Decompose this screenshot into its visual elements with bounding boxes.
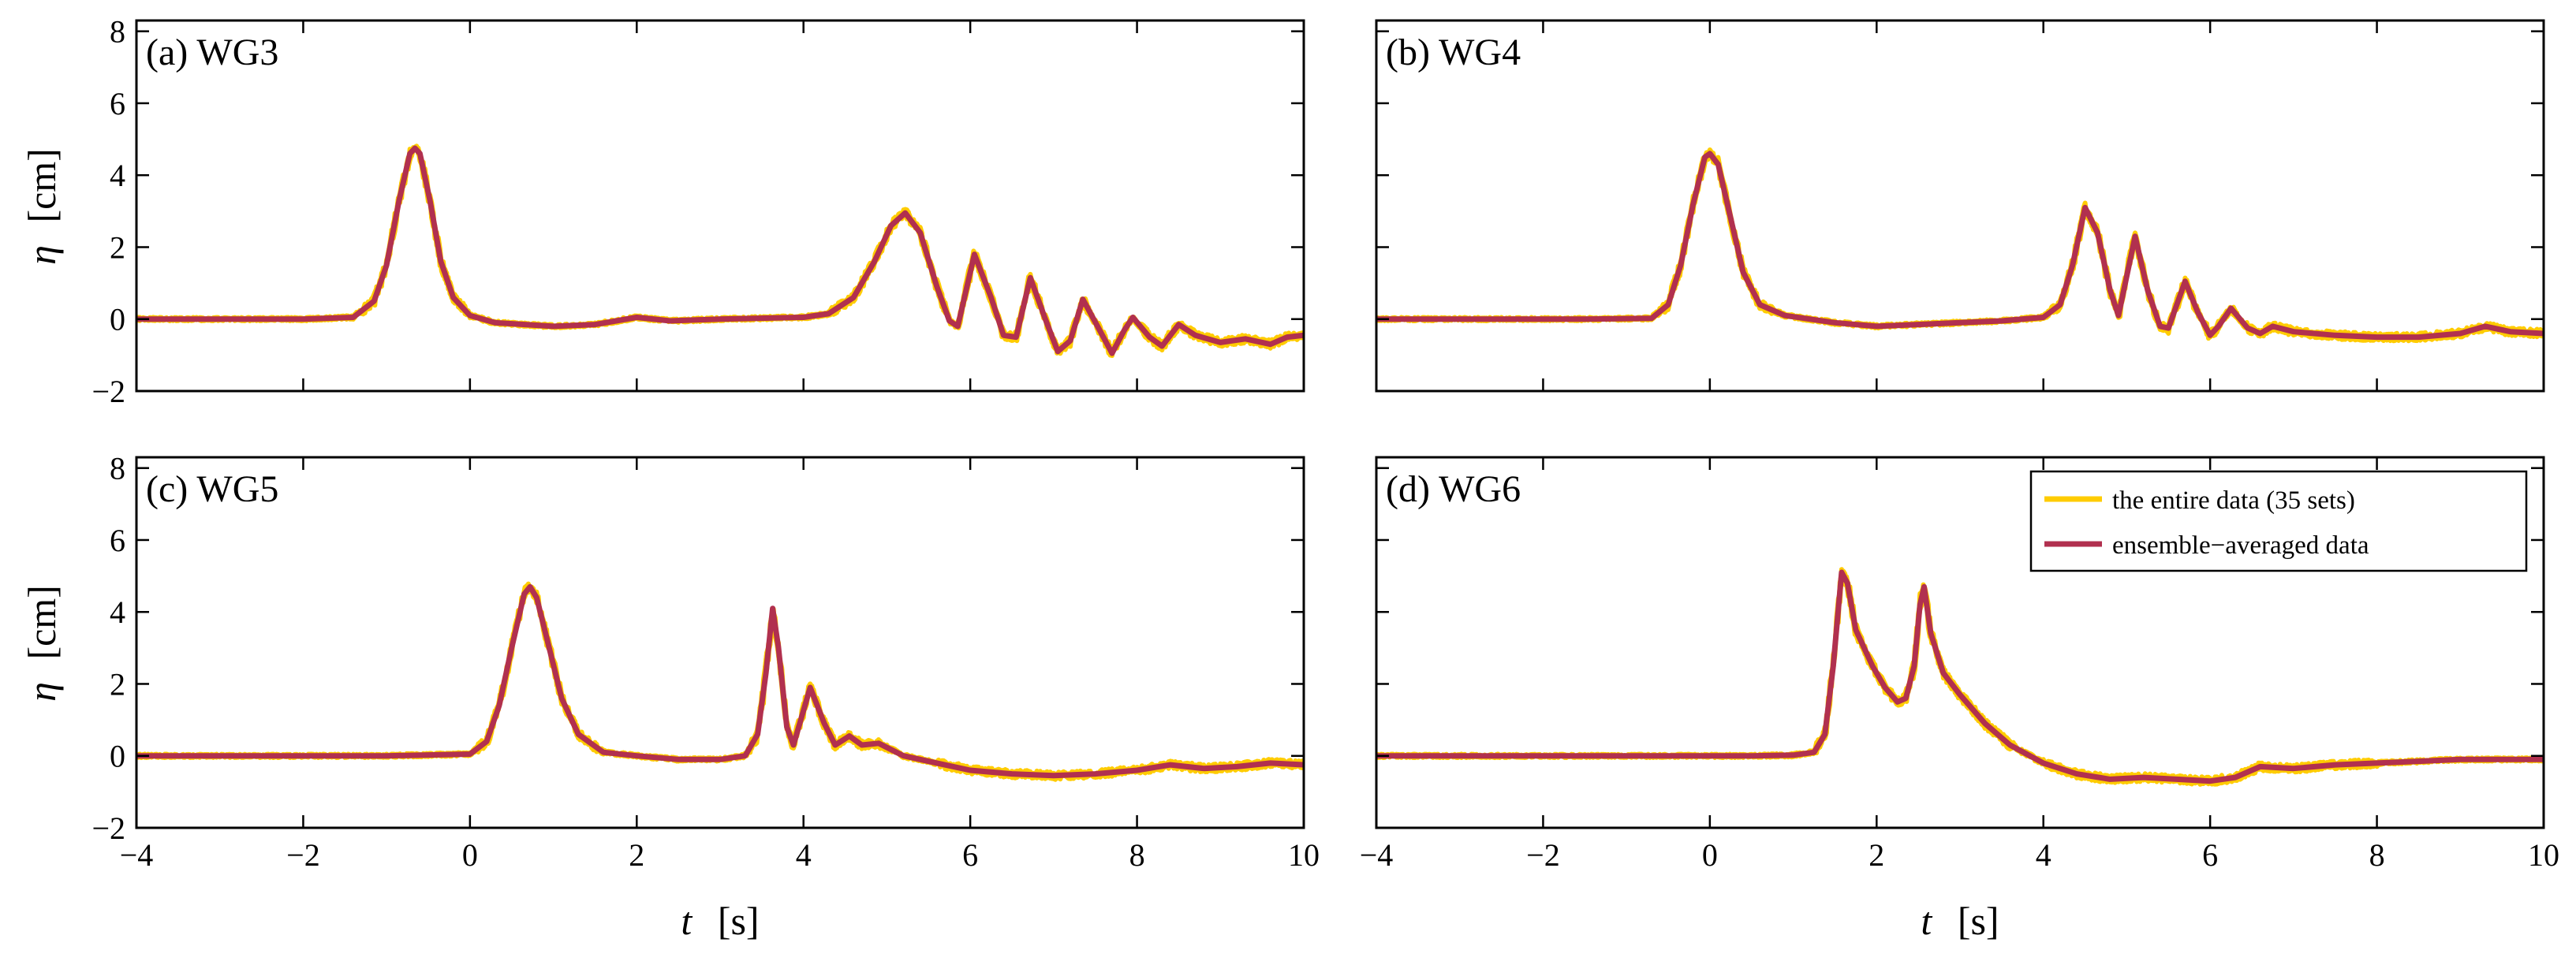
y-axis-unit: [cm]: [20, 585, 64, 659]
series-entire-b-trace-0: [1376, 147, 2544, 343]
series-entire-b-trace-1: [1376, 150, 2544, 344]
panel-b-frame: [1375, 19, 2545, 393]
series-ensemble-d: [1376, 569, 2544, 784]
series-ensemble-b: [1376, 151, 2544, 341]
x-tick-label: 2: [629, 837, 644, 873]
panel-b-title: (b) WG4: [1386, 32, 1521, 73]
y-tick-label: −2: [91, 374, 125, 409]
panel-c-title: (c) WG5: [146, 468, 278, 510]
x-tick-label: −2: [1526, 837, 1560, 873]
panel-d-frame: [1375, 456, 2545, 829]
x-tick-label: −2: [286, 837, 320, 873]
legend-box: [2029, 470, 2528, 572]
series-ensemble-c: [136, 583, 1304, 779]
panel-c-frame: [135, 456, 1305, 829]
x-axis-unit: [s]: [1958, 899, 1999, 943]
x-axis-var: t: [681, 899, 693, 943]
x-tick-label: 2: [1869, 837, 1884, 873]
panel-a-frame: [135, 19, 1305, 393]
x-tick-label: 6: [2202, 837, 2218, 873]
svg-text:η [cm]: η [cm]: [20, 148, 64, 265]
x-axis-var: t: [1921, 899, 1932, 943]
y-tick-label: 4: [110, 594, 125, 630]
panel-b: (b) WG4: [1375, 19, 2545, 393]
y-tick-label: 0: [110, 739, 125, 774]
panel-d: (d) WG6 −4 −2 0 2 4 6 8 10: [1360, 456, 2559, 873]
x-tick-label: 8: [2369, 837, 2385, 873]
series-entire-d-trace-1: [1376, 568, 2544, 787]
series-entire-d-trace-2: [1376, 567, 2544, 787]
x-axis-unit: [s]: [718, 899, 760, 943]
x-tick-label: 4: [2036, 837, 2051, 873]
x-axis-label-left: t [s]: [681, 899, 759, 943]
y-tick-label: 2: [110, 666, 125, 702]
y-tick-label: 6: [110, 86, 125, 121]
series-entire-c-trace-3: [136, 583, 1304, 782]
x-tick-label: 10: [2528, 837, 2559, 873]
panel-d-title: (d) WG6: [1386, 468, 1521, 510]
x-tick-label: −4: [1360, 837, 1394, 873]
y-tick-label: 2: [110, 229, 125, 265]
y-tick-label: −2: [91, 810, 125, 846]
series-entire-b-trace-2: [1376, 147, 2544, 344]
x-tick-label: −4: [120, 837, 154, 873]
y-tick-label: 6: [110, 523, 125, 558]
legend-label-ensemble: ensemble−averaged data: [2112, 531, 2369, 560]
svg-text:η [cm]: η [cm]: [20, 585, 64, 702]
y-axis-label-top: η [cm]: [20, 148, 64, 265]
panel-a-title: (a) WG3: [146, 32, 278, 73]
y-axis-var: η: [20, 245, 64, 265]
series-entire-d-trace-0: [1376, 569, 2544, 787]
legend: the entire data (35 sets) ensemble−avera…: [2029, 470, 2528, 572]
legend-label-entire: the entire data (35 sets): [2112, 486, 2355, 515]
series-entire-c-trace-2: [136, 583, 1304, 782]
series-entire-d-trace-3: [1376, 568, 2544, 787]
y-tick-label: 4: [110, 158, 125, 193]
y-axis-unit: [cm]: [20, 148, 64, 222]
x-tick-label: 10: [1288, 837, 1320, 873]
series-entire-c-trace-0: [136, 581, 1304, 781]
y-axis-label-bottom: η [cm]: [20, 585, 64, 702]
x-tick-label: 8: [1129, 837, 1145, 873]
x-tick-label: 0: [462, 837, 478, 873]
x-tick-label: 4: [796, 837, 812, 873]
y-tick-label: 8: [110, 451, 125, 486]
x-tick-label: 0: [1702, 837, 1718, 873]
panel-a: (a) WG3 −2 0 2 4 6 8: [91, 14, 1305, 409]
y-tick-label: 0: [110, 302, 125, 337]
y-tick-label: 8: [110, 14, 125, 50]
y-axis-var: η: [20, 682, 64, 702]
series-ensemble-a: [136, 145, 1304, 356]
series-entire-b-trace-3: [1376, 149, 2544, 344]
x-tick-label: 6: [962, 837, 978, 873]
x-axis-label-right: t [s]: [1921, 899, 1999, 943]
series-entire-c-trace-1: [136, 584, 1304, 781]
